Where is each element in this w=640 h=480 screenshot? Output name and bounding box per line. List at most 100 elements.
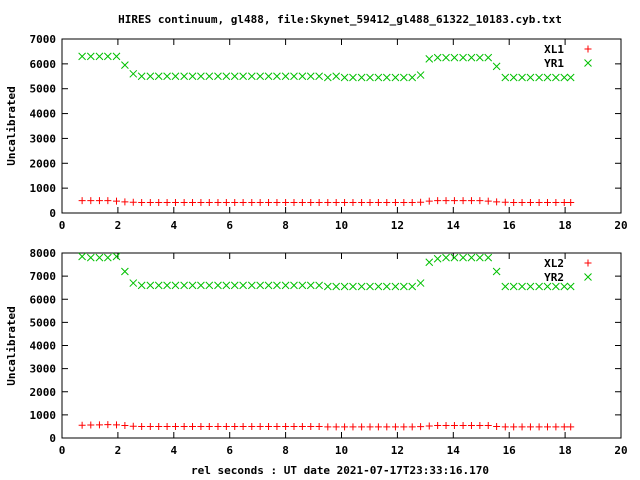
x-tick-label: 0 — [59, 219, 66, 232]
data-point-xl2 — [526, 423, 534, 431]
data-point-yr2 — [484, 253, 493, 262]
data-point-xl2 — [282, 422, 290, 430]
data-point-yr1 — [146, 72, 155, 81]
data-point-xl1 — [493, 198, 501, 206]
data-point-yr2 — [535, 282, 543, 291]
data-point-xl1 — [374, 199, 382, 207]
data-point-xl2 — [104, 421, 112, 429]
data-point-xl2 — [265, 422, 273, 430]
data-point-xl2 — [560, 423, 568, 431]
data-point-xl2 — [78, 421, 86, 429]
y-tick-label: 5000 — [30, 83, 57, 96]
data-point-yr1 — [484, 53, 493, 62]
data-point-yr1 — [535, 73, 543, 82]
x-tick-label: 6 — [226, 444, 233, 457]
lower-plot-frame — [61, 252, 622, 439]
data-point-yr1 — [121, 61, 129, 69]
data-point-xl2 — [171, 422, 179, 430]
data-point-xl1 — [450, 197, 458, 205]
data-point-yr2 — [416, 279, 425, 287]
data-point-yr1 — [450, 53, 459, 62]
y-tick-label: 3000 — [30, 363, 57, 376]
data-point-xl2 — [408, 423, 416, 431]
data-point-yr1 — [340, 73, 349, 82]
data-point-yr2 — [121, 267, 129, 276]
data-point-yr1 — [86, 52, 95, 61]
data-point-yr2 — [349, 282, 357, 291]
y-tick-label: 1000 — [30, 182, 57, 195]
data-point-xl2 — [543, 423, 551, 431]
data-point-yr1 — [349, 73, 357, 82]
data-point-xl1 — [332, 199, 340, 207]
data-point-yr1 — [95, 52, 104, 61]
data-point-xl1 — [282, 199, 290, 207]
data-point-yr1 — [566, 73, 575, 82]
data-point-xl2 — [510, 423, 518, 431]
data-point-xl1 — [171, 199, 179, 207]
upper-plot-frame — [61, 38, 622, 214]
data-point-yr2 — [467, 253, 476, 262]
data-point-xl2 — [358, 423, 366, 431]
data-point-yr1 — [306, 72, 315, 81]
data-point-yr1 — [256, 72, 265, 81]
data-point-yr2 — [197, 281, 205, 290]
data-point-xl2 — [366, 423, 374, 431]
data-point-yr2 — [357, 282, 366, 291]
data-point-yr2 — [281, 281, 290, 290]
legend-label-yr2: YR2 — [544, 271, 564, 284]
data-point-xl1 — [197, 199, 205, 207]
data-point-xl1 — [290, 199, 298, 207]
data-point-yr1 — [163, 72, 171, 81]
data-point-xl1 — [484, 197, 492, 205]
y-tick-label: 4000 — [30, 108, 57, 121]
data-point-xl1 — [434, 197, 442, 205]
x-tick-label: 20 — [614, 444, 627, 457]
lower-y-axis-label: Uncalibrated — [5, 306, 18, 385]
data-point-xl2 — [567, 423, 575, 431]
data-point-yr2 — [239, 281, 247, 290]
data-point-yr2 — [205, 281, 214, 290]
x-tick-label: 4 — [170, 444, 177, 457]
data-point-yr2 — [560, 282, 569, 291]
data-point-xl2 — [417, 423, 425, 431]
data-point-yr1 — [129, 69, 138, 78]
y-tick-label: 1000 — [30, 409, 57, 422]
data-point-yr2 — [399, 282, 408, 291]
x-tick-label: 16 — [503, 219, 517, 232]
x-tick-label: 12 — [391, 444, 404, 457]
data-point-yr2 — [247, 281, 256, 290]
data-point-xl2 — [400, 423, 408, 431]
data-point-yr2 — [425, 258, 434, 267]
legend-marker-yr2 — [584, 273, 592, 281]
x-tick-label: 20 — [614, 219, 627, 232]
data-point-xl2 — [155, 422, 163, 430]
data-point-yr1 — [374, 73, 383, 82]
data-point-yr1 — [247, 72, 256, 81]
data-point-xl2 — [467, 422, 475, 430]
data-point-xl2 — [146, 422, 154, 430]
x-tick-label: 12 — [391, 219, 404, 232]
data-point-yr1 — [467, 53, 476, 62]
data-point-xl2 — [239, 422, 247, 430]
data-point-xl1 — [560, 199, 568, 207]
data-point-xl1 — [535, 199, 543, 207]
x-tick-label: 8 — [282, 219, 289, 232]
data-point-yr2 — [290, 281, 298, 290]
data-point-yr2 — [501, 282, 510, 291]
x-tick-label: 16 — [503, 444, 517, 457]
data-point-yr2 — [408, 282, 417, 291]
data-point-yr1 — [366, 73, 374, 82]
data-point-xl1 — [129, 198, 137, 206]
data-point-yr1 — [78, 52, 86, 61]
data-point-yr2 — [509, 282, 518, 291]
data-point-yr1 — [171, 72, 180, 81]
data-point-xl2 — [87, 421, 95, 429]
data-point-xl1 — [163, 199, 171, 207]
data-point-yr2 — [214, 281, 222, 290]
data-point-yr2 — [95, 253, 104, 262]
lower-panel: 0 1000 2000 3000 4000 5000 6000 7000 8000 0 2 4 6 8 1… — [5, 247, 628, 457]
chart-title: HIRES continuum, gl488, file:Skynet_5941… — [118, 13, 562, 26]
data-point-xl2 — [214, 422, 222, 430]
data-point-xl2 — [374, 423, 382, 431]
x-tick-label: 2 — [115, 444, 122, 457]
